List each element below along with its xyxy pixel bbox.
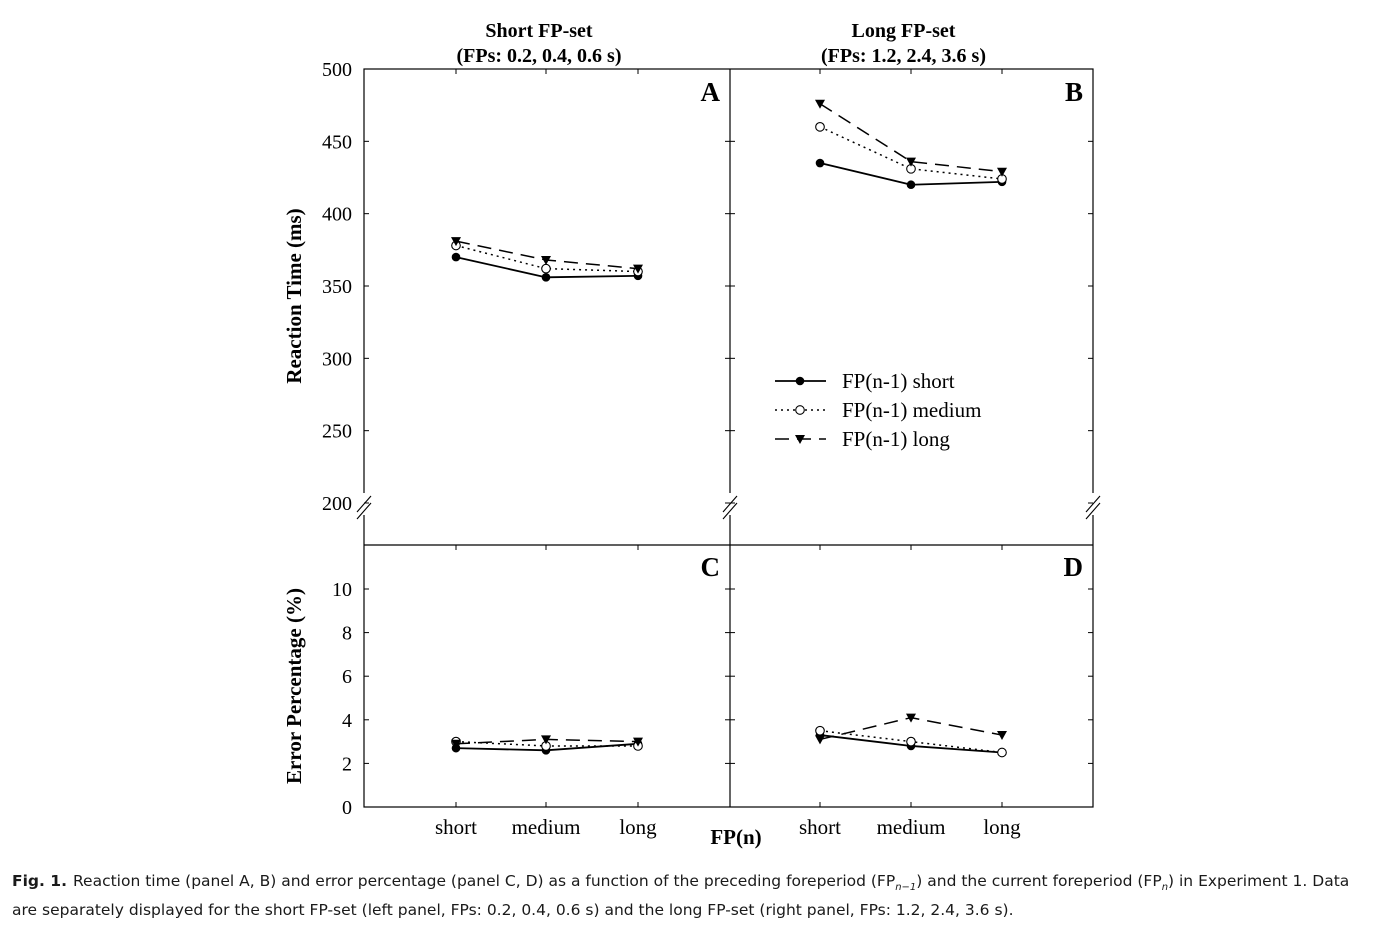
series-2: [815, 725, 1007, 758]
x-axis-label: FP(n): [710, 825, 761, 849]
figure: 200 250 300 350 400 450 500 A Short FP-set (FPs: …: [282, 20, 1101, 849]
axis-break-line: [356, 495, 372, 513]
legend-label: FP(n-1) medium: [842, 398, 981, 422]
y-tick-label: 200: [322, 493, 352, 515]
y-tick-label: 8: [342, 623, 352, 645]
caption-sub-2: n: [1161, 882, 1169, 894]
data-point: [451, 739, 461, 749]
y-tick-label: 0: [342, 797, 352, 819]
y-tick-label: 450: [322, 131, 352, 153]
series-3: [815, 713, 1007, 745]
data-point: [815, 158, 825, 168]
series-3: [451, 735, 643, 749]
y-tick-label: 300: [322, 348, 352, 370]
data-point: [906, 736, 916, 747]
data-point: [451, 252, 461, 262]
series-3: [451, 237, 643, 274]
caption-text-3: ) in Experiment 1. Data are separately d…: [12, 872, 1350, 920]
data-point: [815, 725, 825, 736]
series-line: [819, 103, 1003, 173]
data-point: [795, 405, 805, 415]
panel-letter: A: [701, 77, 721, 107]
caption-sub-1: n−1: [895, 882, 917, 894]
axis-break-line: [1085, 495, 1101, 513]
legend-label: FP(n-1) short: [842, 369, 955, 393]
data-point: [541, 273, 551, 282]
panel-title: Long FP-set: [852, 20, 956, 42]
axis-break-mark-2: [722, 493, 738, 520]
data-point: [795, 376, 805, 386]
data-point: [906, 713, 916, 723]
y-tick-label: 250: [322, 421, 352, 443]
data-point: [541, 735, 551, 745]
data-point: [633, 264, 643, 274]
y-tick-label: 10: [332, 579, 352, 601]
data-point: [906, 157, 916, 167]
y-axis-label: Reaction Time (ms): [282, 208, 306, 383]
axis-break-line: [1085, 502, 1101, 520]
series-3: [815, 99, 1007, 177]
data-point: [815, 122, 825, 132]
series-line: [455, 244, 639, 273]
axis-break-mark-1: [356, 493, 372, 520]
x-tick-label: short: [799, 815, 841, 839]
data-point: [541, 263, 551, 274]
panel-subtitle: (FPs: 1.2, 2.4, 3.6 s): [821, 45, 986, 67]
legend-label: FP(n-1) long: [842, 427, 950, 451]
panel-letter: C: [701, 552, 721, 582]
data-point: [815, 735, 825, 745]
caption-label: Fig. 1.: [12, 872, 67, 890]
data-point: [633, 737, 643, 747]
y-tick-label: 2: [342, 753, 352, 775]
legend: FP(n-1) short FP(n-1) medium FP(n-1) long: [775, 369, 981, 451]
y-tick-label: 4: [342, 710, 352, 732]
axis-break-line: [356, 502, 372, 520]
x-tick-label: long: [983, 815, 1021, 839]
data-point: [906, 180, 916, 190]
panel-subtitle: (FPs: 0.2, 0.4, 0.6 s): [457, 45, 622, 67]
y-tick-label: 400: [322, 204, 352, 226]
y-tick-label: 6: [342, 666, 352, 688]
series-2: [815, 122, 1007, 184]
axis-break-mark-3: [1085, 493, 1101, 520]
data-point: [815, 99, 825, 109]
caption-text-2: ) and the current foreperiod (FP: [916, 872, 1162, 890]
caption-text-1: Reaction time (panel A, B) and error per…: [72, 872, 896, 890]
y-tick-label: 350: [322, 276, 352, 298]
y-axis-label: Error Percentage (%): [282, 588, 306, 784]
x-tick-label: long: [619, 815, 657, 839]
data-point: [795, 435, 805, 444]
axis-break-line: [722, 502, 738, 520]
data-point: [541, 255, 551, 265]
axis-break-line: [722, 495, 738, 513]
plot-frame: [363, 68, 1094, 808]
data-point: [997, 747, 1007, 758]
figure-caption: Fig. 1. Reaction time (panel A, B) and er…: [12, 870, 1372, 922]
x-tick-label: short: [435, 815, 477, 839]
x-tick-label: medium: [512, 815, 581, 839]
panel-letter: D: [1064, 552, 1084, 582]
data-point: [997, 731, 1007, 741]
y-tick-label: 500: [322, 59, 352, 81]
x-tick-label: medium: [877, 815, 946, 839]
data-point: [997, 167, 1007, 177]
data-point: [451, 237, 461, 247]
panel-letter: B: [1065, 77, 1083, 107]
panel-title: Short FP-set: [485, 20, 593, 42]
